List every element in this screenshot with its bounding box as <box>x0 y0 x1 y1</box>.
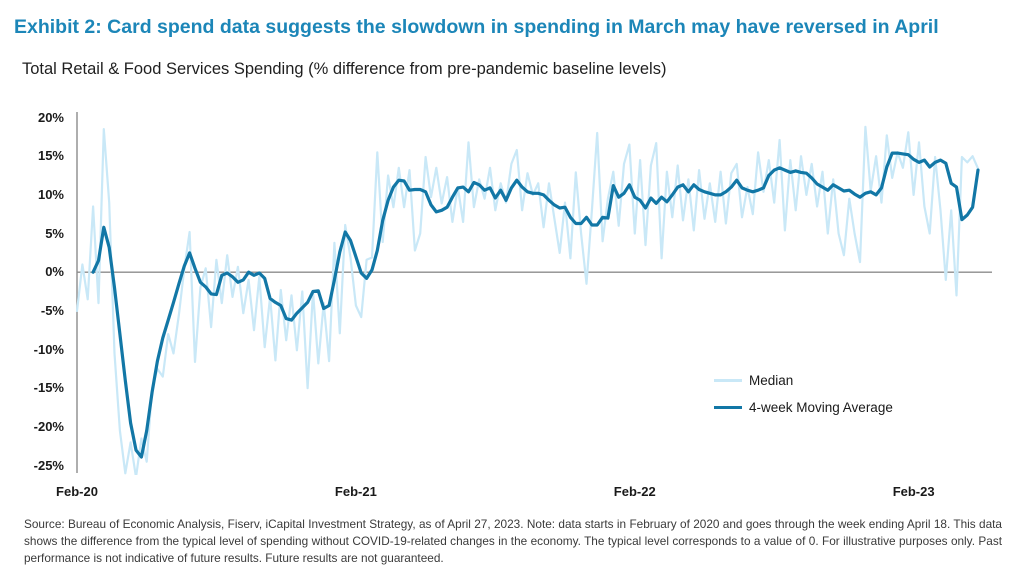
y-axis-tick: -15% <box>33 380 64 396</box>
y-axis-tick: -10% <box>33 341 64 357</box>
y-axis-tick: -25% <box>33 457 64 473</box>
y-axis-tick: -20% <box>33 418 64 434</box>
x-axis-tick: Feb-23 <box>892 484 935 499</box>
moving-average-line-swatch <box>714 405 742 409</box>
y-axis-tick: -5% <box>40 302 64 318</box>
source-note: Source: Bureau of Economic Analysis, Fis… <box>24 517 1002 566</box>
chart-title: Total Retail & Food Services Spending (%… <box>22 60 667 78</box>
legend-item-median: Median <box>714 369 893 391</box>
moving-average-line <box>91 151 980 459</box>
y-axis-tick: 10% <box>37 186 64 202</box>
legend-label-median: Median <box>749 372 794 388</box>
y-axis-tick: 15% <box>37 148 64 164</box>
y-axis-tick: 5% <box>45 225 64 241</box>
median-line-swatch <box>714 378 742 382</box>
chart-legend: Median 4-week Moving Average <box>714 369 893 423</box>
y-axis-tick: 0% <box>45 264 64 280</box>
x-axis-tick: Feb-21 <box>334 484 377 499</box>
y-axis-tick: 20% <box>37 109 64 125</box>
median-line <box>76 125 980 475</box>
x-axis-tick: Feb-20 <box>56 484 98 499</box>
exhibit-title: Exhibit 2: Card spend data suggests the … <box>14 16 939 38</box>
legend-item-moving-average: 4-week Moving Average <box>714 396 893 418</box>
legend-label-moving-average: 4-week Moving Average <box>749 399 893 415</box>
x-axis-tick: Feb-22 <box>613 484 656 499</box>
